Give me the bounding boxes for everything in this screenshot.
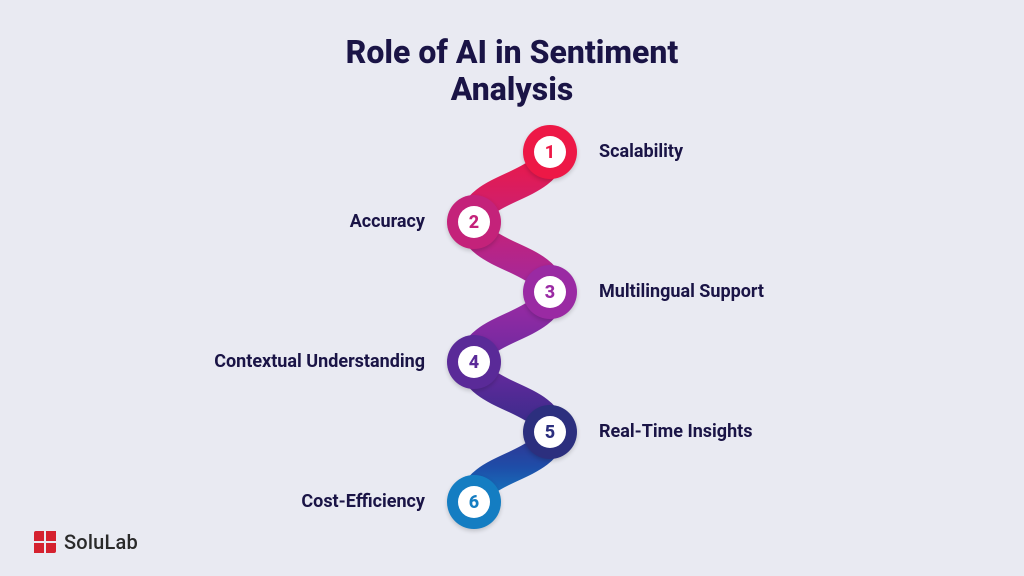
serpentine-connector <box>0 0 1024 576</box>
brand-logo-text: SoluLab <box>64 530 138 554</box>
step-label-4: Contextual Understanding <box>214 351 425 372</box>
step-label-5: Real-Time Insights <box>599 421 753 442</box>
step-number: 6 <box>458 486 490 518</box>
step-label-3: Multilingual Support <box>599 281 764 302</box>
infographic-canvas: Role of AI in Sentiment Analysis 1Scalab… <box>0 0 1024 576</box>
step-label-6: Cost-Efficiency <box>301 491 425 512</box>
step-number: 2 <box>458 206 490 238</box>
step-node-6: 6 <box>447 475 501 529</box>
step-label-1: Scalability <box>599 141 683 162</box>
step-number: 4 <box>458 346 490 378</box>
step-number: 3 <box>534 276 566 308</box>
step-node-3: 3 <box>523 265 577 319</box>
step-label-2: Accuracy <box>350 211 425 232</box>
step-node-4: 4 <box>447 335 501 389</box>
step-node-1: 1 <box>523 125 577 179</box>
step-number: 1 <box>534 136 566 168</box>
brand-logo-mark <box>34 531 56 553</box>
step-number: 5 <box>534 416 566 448</box>
step-node-2: 2 <box>447 195 501 249</box>
step-node-5: 5 <box>523 405 577 459</box>
brand-logo: SoluLab <box>34 530 138 554</box>
